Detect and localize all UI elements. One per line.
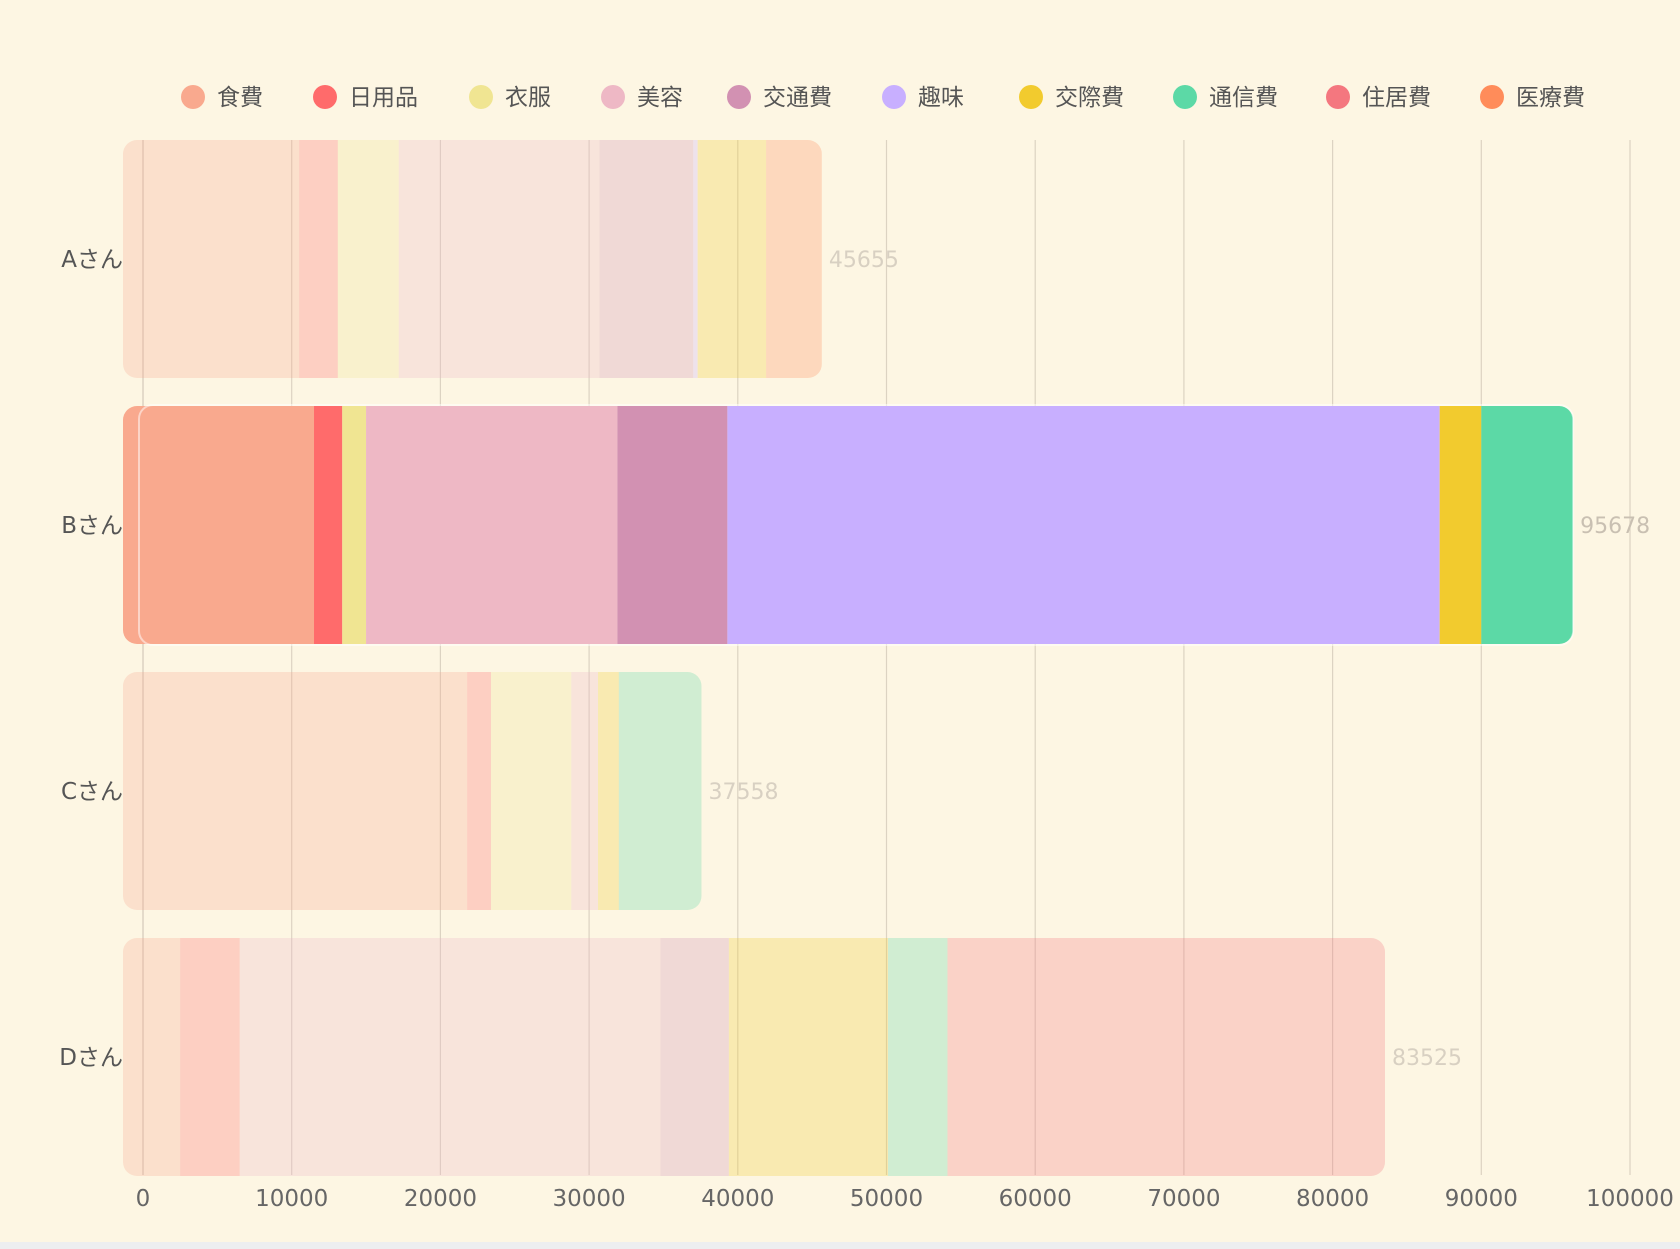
total-label: 37558 — [708, 780, 778, 805]
legend-label: 衣服 — [505, 85, 551, 111]
legend-label: 医療費 — [1516, 85, 1585, 111]
bars-layer — [123, 140, 1575, 1176]
bar-segment — [766, 140, 822, 378]
bar-segment — [490, 672, 572, 910]
legend-marker — [1173, 85, 1197, 109]
bar-segment — [180, 938, 240, 1176]
total-label: 45655 — [829, 248, 899, 273]
bar-segment — [571, 672, 599, 910]
total-label: 95678 — [1580, 514, 1650, 539]
bar-segment — [887, 938, 948, 1176]
legend-label: 通信費 — [1209, 85, 1278, 111]
bar-group — [123, 404, 1575, 646]
bar-segment — [123, 672, 468, 910]
bar-segment — [693, 140, 698, 378]
bar-segment — [123, 938, 181, 1176]
bar-segment — [314, 406, 343, 644]
legend-marker — [181, 85, 205, 109]
legend-marker — [601, 85, 625, 109]
x-tick-label: 0 — [136, 1186, 151, 1212]
x-tick-label: 100000 — [1586, 1186, 1674, 1212]
legend-marker — [1480, 85, 1504, 109]
bar-segment — [342, 406, 367, 644]
bar-segment — [599, 140, 694, 378]
legend-marker — [1326, 85, 1350, 109]
x-tick-label: 40000 — [701, 1186, 774, 1212]
bar-segment — [618, 672, 702, 910]
bar-segment — [123, 140, 300, 378]
x-tick-label: 90000 — [1445, 1186, 1518, 1212]
category-label: Dさん — [59, 1045, 123, 1071]
bar-highlight-outline — [138, 404, 1575, 646]
legend-label: 交際費 — [1055, 85, 1124, 111]
bar-segment — [299, 140, 338, 378]
bar-segments — [123, 406, 1574, 644]
bar-segment — [598, 672, 619, 910]
x-tick-label: 70000 — [1147, 1186, 1220, 1212]
legend: 食費 日用品 衣服 美容 交通費 趣味 交際費 通信費 住居費 医療費 — [181, 85, 1585, 111]
legend-label: 日用品 — [349, 85, 418, 111]
x-tick-label: 30000 — [553, 1186, 626, 1212]
legend-marker — [469, 85, 493, 109]
bar-segment — [239, 938, 661, 1176]
legend-marker — [1019, 85, 1043, 109]
total-label: 83525 — [1392, 1046, 1462, 1071]
bar-segment — [123, 406, 315, 644]
x-tick-label: 10000 — [255, 1186, 328, 1212]
bar-segment — [467, 672, 491, 910]
bar-group — [123, 938, 1386, 1176]
grid-layer — [142, 140, 1631, 1175]
x-tick-label: 60000 — [999, 1186, 1072, 1212]
x-tick-label: 20000 — [404, 1186, 477, 1212]
x-tick-label: 50000 — [850, 1186, 923, 1212]
legend-label: 食費 — [217, 85, 263, 111]
bar-segment — [398, 140, 600, 378]
bar-segment — [1481, 406, 1574, 644]
category-label: Aさん — [61, 247, 123, 273]
x-tick-label: 80000 — [1296, 1186, 1369, 1212]
bar-segment — [947, 938, 1386, 1176]
legend-label: 交通費 — [763, 85, 832, 111]
labels-layer: 0 10000 20000 30000 40000 50000 60000 70000 8000… — [59, 247, 1674, 1212]
bar-segment — [337, 140, 399, 378]
category-label: Cさん — [61, 779, 123, 805]
legend-label: 住居費 — [1362, 85, 1431, 111]
bar-group — [123, 140, 822, 378]
legend-label: 趣味 — [918, 85, 964, 111]
bar-group — [123, 672, 702, 910]
bar-segments — [123, 140, 822, 378]
bar-segment — [727, 406, 1440, 644]
legend-marker — [882, 85, 906, 109]
bar-segment — [617, 406, 728, 644]
legend-label: 美容 — [637, 85, 683, 111]
bar-segments — [123, 672, 702, 910]
bar-segment — [728, 938, 888, 1176]
bar-segments — [123, 938, 1386, 1176]
bar-segment — [660, 938, 729, 1176]
bar-segment — [697, 140, 767, 378]
legend-marker — [727, 85, 751, 109]
bar-segment — [366, 406, 618, 644]
legend-marker — [313, 85, 337, 109]
category-label: Bさん — [61, 513, 123, 539]
bar-segment — [1439, 406, 1482, 644]
